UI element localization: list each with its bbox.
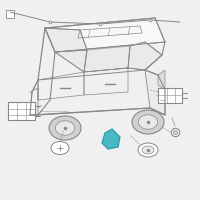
Polygon shape bbox=[55, 50, 87, 72]
Polygon shape bbox=[102, 129, 120, 149]
Polygon shape bbox=[128, 42, 162, 70]
Polygon shape bbox=[84, 46, 130, 72]
Polygon shape bbox=[8, 102, 35, 120]
Ellipse shape bbox=[138, 143, 158, 157]
Polygon shape bbox=[30, 80, 38, 115]
Polygon shape bbox=[145, 70, 165, 115]
Polygon shape bbox=[138, 115, 158, 129]
Polygon shape bbox=[84, 68, 128, 72]
Polygon shape bbox=[45, 28, 87, 52]
Polygon shape bbox=[6, 10, 14, 18]
Ellipse shape bbox=[142, 146, 154, 154]
Polygon shape bbox=[158, 70, 165, 90]
Ellipse shape bbox=[51, 142, 69, 154]
Polygon shape bbox=[132, 110, 164, 134]
Polygon shape bbox=[49, 116, 81, 140]
Polygon shape bbox=[45, 18, 165, 52]
Polygon shape bbox=[158, 88, 182, 103]
Polygon shape bbox=[55, 121, 75, 135]
